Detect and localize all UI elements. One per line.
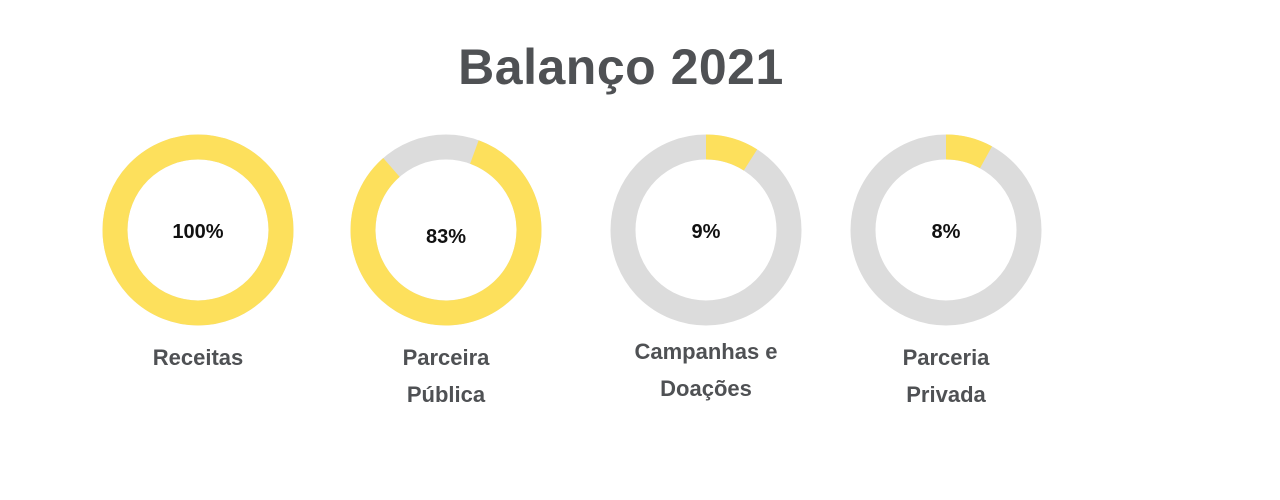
donut-category-label: Parceria Privada <box>836 339 1056 413</box>
donut-value-label: 100% <box>172 221 223 243</box>
category-label-line: Pública <box>406 382 486 407</box>
category-label-line: Parceira <box>402 345 490 370</box>
donut-value-label: 83% <box>426 226 466 248</box>
donut-campanhas-e-doacoes: 9% Campanhas e Doações <box>596 0 816 500</box>
category-label-line: Parceria <box>902 345 990 370</box>
donut-arc <box>102 134 294 326</box>
donut-category-label: Receitas <box>88 339 308 376</box>
donut-chart-parceria-privada: 8% <box>850 134 1042 326</box>
donut-value-label: 8% <box>932 221 961 243</box>
donut-arc <box>610 134 802 326</box>
category-label-line: Campanhas e <box>634 339 778 364</box>
donut-receitas: 100% Receitas <box>88 0 308 500</box>
page-title: Balanço 2021 <box>458 39 784 95</box>
donut-chart-campanhas-e-doacoes: 9% <box>610 134 802 326</box>
donut-arc <box>850 134 1042 326</box>
category-label-line: Privada <box>906 382 986 407</box>
category-label-line: Doações <box>660 376 752 401</box>
donut-parceira-publica: 83% Parceira Pública <box>336 0 556 500</box>
category-label-line: Receitas <box>152 345 244 370</box>
donut-category-label: Campanhas e Doações <box>596 333 816 407</box>
donut-chart-parceira-publica: 83% <box>350 134 542 326</box>
donut-chart-receitas: 100% <box>102 134 294 326</box>
donut-value-label: 9% <box>692 221 721 243</box>
donut-parceria-privada: 8% Parceria Privada <box>836 0 1056 500</box>
donut-category-label: Parceira Pública <box>336 339 556 413</box>
